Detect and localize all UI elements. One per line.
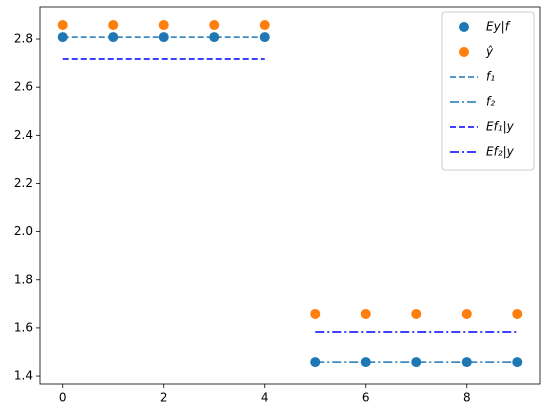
legend-label: f₁ xyxy=(486,70,495,84)
point xyxy=(158,20,169,31)
y-tick-label: 1.4 xyxy=(14,369,33,383)
y-tick-label: 2.2 xyxy=(14,176,33,190)
y-tick-label: 2.4 xyxy=(14,128,33,142)
y-tick-label: 2.8 xyxy=(14,32,33,46)
y-tick-label: 2.0 xyxy=(14,224,33,238)
point xyxy=(461,357,472,368)
point xyxy=(512,357,523,368)
point xyxy=(108,20,119,31)
x-tick-label: 4 xyxy=(261,391,269,405)
y-tick-label: 1.8 xyxy=(14,272,33,286)
y-tick-label: 2.6 xyxy=(14,80,33,94)
point xyxy=(411,308,422,319)
point xyxy=(259,20,270,31)
point xyxy=(411,357,422,368)
point xyxy=(512,308,523,319)
legend-label: Ef₂|y xyxy=(486,145,515,159)
plot-frame xyxy=(39,6,541,385)
legend-label: f₂ xyxy=(486,95,495,109)
point xyxy=(57,20,68,31)
legend-marker xyxy=(459,22,469,32)
legend-label: Ey|f xyxy=(486,20,511,34)
x-tick-label: 0 xyxy=(59,391,67,405)
point xyxy=(360,308,371,319)
x-tick-label: 2 xyxy=(160,391,168,405)
point xyxy=(209,32,220,43)
x-tick-label: 8 xyxy=(463,391,471,405)
x-tick-label: 6 xyxy=(362,391,370,405)
legend-label: Ef₁|y xyxy=(486,120,515,134)
point xyxy=(360,357,371,368)
legend-marker xyxy=(459,47,469,57)
legend: Ey|f ŷ f₁ f₂ Ef₁|y Ef₂|y xyxy=(441,11,535,171)
point xyxy=(310,308,321,319)
y-tick-label: 1.6 xyxy=(14,320,33,334)
point xyxy=(209,20,220,31)
legend-label: ŷ xyxy=(485,45,494,59)
point xyxy=(461,308,472,319)
